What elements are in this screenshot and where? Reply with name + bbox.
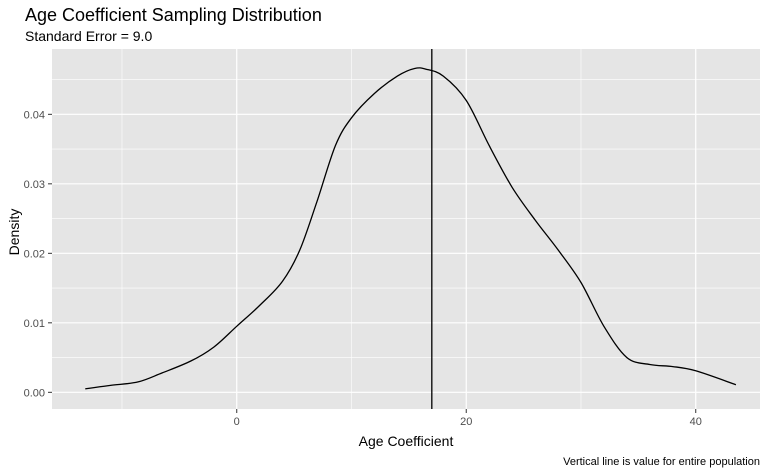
y-tick-label: 0.01	[24, 318, 45, 330]
y-axis: 0.00 0.01 0.02 0.03 0.04	[24, 109, 52, 399]
x-tick-label: 40	[690, 416, 702, 428]
chart-title: Age Coefficient Sampling Distribution	[25, 5, 322, 25]
density-curve	[85, 67, 737, 390]
chart-caption: Vertical line is value for entire popula…	[563, 456, 760, 468]
y-tick-label: 0.04	[24, 109, 45, 121]
x-tick-label: 20	[460, 416, 472, 428]
x-tick-label: 0	[234, 416, 240, 428]
y-tick-label: 0.02	[24, 248, 45, 260]
plot-panel	[52, 49, 760, 409]
x-axis-title: Age Coefficient	[359, 433, 454, 449]
grid-major	[52, 49, 760, 409]
chart-subtitle: Standard Error = 9.0	[25, 28, 152, 44]
y-tick-label: 0.03	[24, 179, 45, 191]
x-axis: 0 20 40	[234, 409, 702, 428]
y-axis-title: Density	[6, 209, 22, 256]
grid-minor	[52, 49, 760, 409]
y-tick-label: 0.00	[24, 387, 45, 399]
